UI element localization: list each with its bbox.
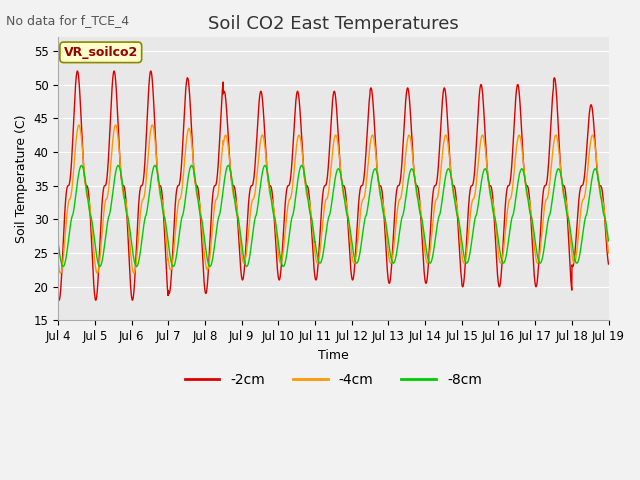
- -4cm: [118, 173, 125, 179]
- -2cm: [150, 105, 158, 110]
- -8cm: [535, 258, 543, 264]
- -4cm: [75, 122, 83, 128]
- -4cm: [266, 190, 273, 195]
- -8cm: [150, 165, 157, 170]
- -8cm: [289, 210, 297, 216]
- -2cm: [535, 259, 543, 264]
- -2cm: [594, 176, 602, 182]
- -4cm: [535, 257, 543, 263]
- -4cm: [594, 174, 602, 180]
- -2cm: [118, 175, 125, 181]
- Legend: -2cm, -4cm, -8cm: -2cm, -4cm, -8cm: [179, 368, 488, 393]
- -8cm: [605, 238, 612, 244]
- X-axis label: Time: Time: [318, 349, 349, 362]
- -2cm: [605, 261, 612, 267]
- Line: -4cm: -4cm: [58, 125, 609, 273]
- -8cm: [225, 163, 232, 168]
- -2cm: [289, 135, 297, 141]
- Line: -2cm: -2cm: [58, 71, 609, 300]
- -2cm: [266, 182, 273, 188]
- -8cm: [206, 264, 214, 269]
- -2cm: [54, 294, 62, 300]
- -4cm: [605, 250, 612, 256]
- -8cm: [594, 174, 602, 180]
- -8cm: [54, 240, 62, 246]
- Text: VR_soilco2: VR_soilco2: [63, 46, 138, 59]
- -4cm: [57, 270, 65, 276]
- -4cm: [150, 128, 158, 134]
- Text: No data for f_TCE_4: No data for f_TCE_4: [6, 14, 129, 27]
- -8cm: [266, 183, 273, 189]
- -4cm: [289, 175, 297, 181]
- Y-axis label: Soil Temperature (C): Soil Temperature (C): [15, 115, 28, 243]
- -8cm: [117, 170, 125, 176]
- -2cm: [74, 68, 81, 74]
- Line: -8cm: -8cm: [58, 166, 609, 266]
- -4cm: [54, 259, 62, 264]
- -2cm: [55, 297, 63, 303]
- Title: Soil CO2 East Temperatures: Soil CO2 East Temperatures: [208, 15, 459, 33]
